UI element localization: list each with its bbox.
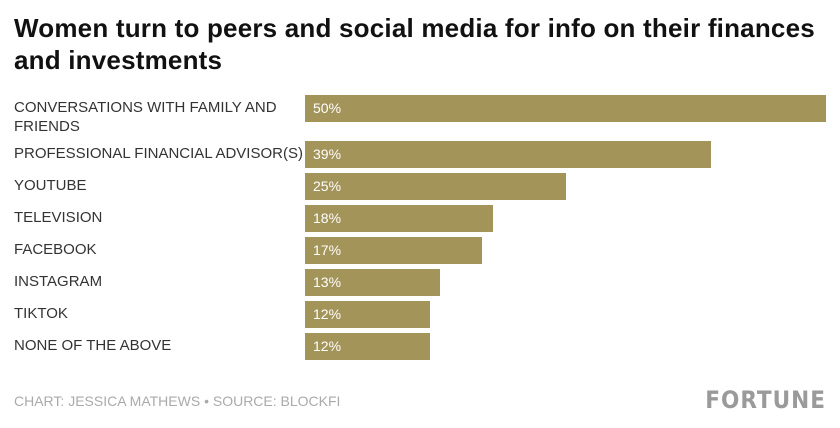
chart-title: Women turn to peers and social media for… — [14, 13, 815, 75]
bar-track: 12% — [305, 333, 826, 360]
bar — [305, 173, 566, 200]
category-label: YOUTUBE — [14, 177, 87, 194]
category-label: TIKTOK — [14, 305, 68, 322]
bar-row: PROFESSIONAL FINANCIAL ADVISOR(S) 39% — [14, 141, 826, 168]
bar — [305, 141, 712, 168]
bar — [305, 333, 431, 360]
value-label: 18% — [313, 210, 342, 226]
bar — [305, 237, 483, 264]
bar-track: 13% — [305, 269, 826, 296]
bar-chart: CONVERSATIONS WITH FAMILY AND FRIENDS 50%… — [14, 95, 826, 365]
category-label: PROFESSIONAL FINANCIAL ADVISOR(S) — [14, 145, 303, 162]
bar-track: 50% — [305, 95, 826, 122]
category-label: INSTAGRAM — [14, 273, 103, 290]
bar — [305, 205, 493, 232]
bar-track: 12% — [305, 301, 826, 328]
value-label: 12% — [313, 306, 342, 322]
bar-row: TIKTOK 12% — [14, 301, 826, 328]
logo: FORTUNE — [705, 386, 826, 414]
value-label: 39% — [313, 146, 342, 162]
category-label: TELEVISION — [14, 209, 103, 226]
category-label: CONVERSATIONS WITH FAMILY AND FRIENDS — [14, 99, 277, 135]
bar-row: NONE OF THE ABOVE 12% — [14, 333, 826, 360]
value-label: 13% — [313, 274, 342, 290]
bar-row: YOUTUBE 25% — [14, 173, 826, 200]
bar-track: 39% — [305, 141, 826, 168]
value-label: 50% — [313, 100, 342, 116]
bar-row: INSTAGRAM 13% — [14, 269, 826, 296]
bar — [305, 301, 431, 328]
bar-row: TELEVISION 18% — [14, 205, 826, 232]
bar-track: 25% — [305, 173, 826, 200]
category-label: NONE OF THE ABOVE — [14, 337, 172, 354]
value-label: 17% — [313, 242, 342, 258]
bar — [305, 95, 826, 122]
bar-row: CONVERSATIONS WITH FAMILY AND FRIENDS 50% — [14, 95, 826, 136]
bar-track: 17% — [305, 237, 826, 264]
bar-track: 18% — [305, 205, 826, 232]
value-label: 12% — [313, 338, 342, 354]
value-label: 25% — [313, 178, 342, 194]
bar-row: FACEBOOK 17% — [14, 237, 826, 264]
source-note: CHART: JESSICA MATHEWS • SOURCE: BLOCKFI — [14, 393, 341, 409]
bar — [305, 269, 441, 296]
category-label: FACEBOOK — [14, 241, 97, 258]
